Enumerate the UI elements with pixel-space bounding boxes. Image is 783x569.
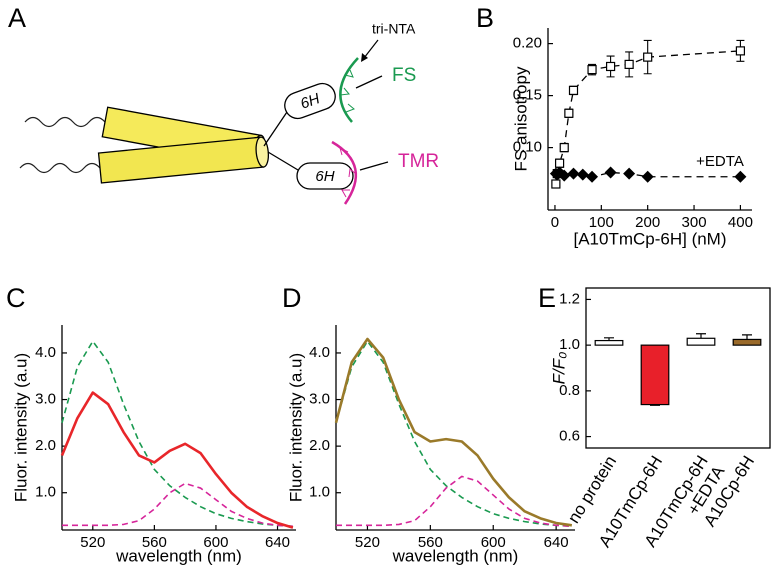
x-tick-label: 0 — [551, 214, 559, 231]
y-tick-label: 4.0 — [309, 344, 330, 361]
x-tick-label: 100 — [589, 214, 614, 231]
panel-letter: E — [538, 283, 556, 313]
x-tick-label: 520 — [355, 534, 380, 551]
fs-label: FS — [392, 65, 416, 86]
y-tick-label: 3.0 — [35, 391, 56, 408]
y-tick-label: 0.6 — [559, 428, 580, 445]
marker — [567, 167, 580, 180]
marker — [643, 52, 653, 62]
tmr-arc — [331, 140, 358, 205]
tag-label: 6H — [315, 168, 334, 185]
fs-arc — [339, 57, 359, 123]
error-bar — [650, 404, 660, 406]
panel-letter: A — [8, 3, 26, 33]
line-series — [61, 340, 293, 528]
y-axis-title: Fluor. intensity (a.u) — [286, 353, 305, 502]
y-tick-label: 0.20 — [513, 35, 542, 52]
marker — [641, 170, 654, 183]
y-tick-label: 2.0 — [309, 437, 330, 454]
y-axis-title: FS anisotropy — [511, 66, 530, 171]
line-series — [336, 475, 572, 528]
line-series — [62, 482, 293, 528]
nta-arrows — [339, 69, 355, 113]
bar — [732, 338, 762, 346]
stem — [355, 75, 383, 89]
x-tick-label: 600 — [481, 534, 506, 551]
marker — [551, 179, 561, 189]
tmr-label: TMR — [398, 151, 439, 172]
x-tick-label: 600 — [203, 534, 228, 551]
y-axis-title: Fluor. intensity (a.u) — [11, 353, 30, 502]
his-tag: 6H — [296, 162, 354, 190]
tri-nta-label: tri-NTA — [372, 21, 416, 37]
error-bar — [604, 337, 614, 341]
error-bar — [742, 334, 752, 340]
marker — [554, 158, 565, 168]
error-bar — [696, 333, 706, 339]
linker — [263, 111, 288, 147]
x-axis-title: wavelength (nm) — [115, 546, 242, 565]
y-tick-label: 0.15 — [513, 87, 542, 104]
y-tick-label: 1.0 — [309, 484, 330, 501]
y-tick-label: 1.2 — [559, 290, 580, 307]
nta-arrows — [339, 147, 357, 198]
x-tick-label: 400 — [728, 214, 753, 231]
marker — [558, 169, 571, 182]
x-tick-label: 640 — [544, 534, 569, 551]
x-tick-label: 560 — [418, 534, 443, 551]
x-tick-label: 640 — [265, 534, 290, 551]
linker — [24, 116, 106, 128]
panel-letter: D — [282, 283, 302, 313]
x-tick-label: 520 — [80, 534, 105, 551]
x-tick-label: 200 — [635, 214, 660, 231]
line-series — [60, 391, 294, 529]
x-tick-label: 300 — [682, 214, 707, 231]
marker — [587, 64, 597, 75]
arrow — [363, 39, 379, 59]
marker — [735, 46, 746, 56]
marker — [559, 143, 569, 153]
y-tick-label: 1.0 — [35, 484, 56, 501]
arrow-head — [361, 53, 368, 62]
y-axis-title: F/F₀ — [549, 352, 568, 385]
his-tag: 6H — [284, 82, 336, 120]
panel-letter: C — [6, 283, 26, 313]
marker — [576, 168, 589, 181]
y-tick-label: 1.0 — [559, 336, 580, 353]
bar — [594, 339, 624, 346]
marker — [624, 59, 634, 70]
linker — [19, 162, 101, 174]
annotation: +EDTA — [696, 153, 744, 170]
x-axis-title: [A10TmCp-6H] (nM) — [573, 229, 726, 248]
x-tick-label: 560 — [142, 534, 167, 551]
x-axis-title: wavelength (nm) — [392, 546, 519, 565]
marker — [734, 170, 747, 183]
marker — [605, 61, 616, 72]
line-series — [334, 337, 573, 527]
bar — [686, 337, 716, 346]
tag-capsule — [296, 162, 354, 190]
marker — [586, 170, 599, 183]
tag-label: 6H — [298, 90, 322, 113]
marker — [564, 108, 574, 118]
marker — [604, 166, 617, 179]
line-series — [335, 340, 572, 528]
stem — [359, 161, 389, 171]
bar — [640, 344, 670, 406]
y-tick-label: 2.0 — [35, 437, 56, 454]
tag-capsule — [284, 82, 336, 120]
y-tick-label: 4.0 — [35, 344, 56, 361]
marker — [623, 167, 636, 180]
marker — [568, 85, 579, 96]
panel-letter: B — [476, 3, 494, 33]
plot-frame — [585, 287, 771, 449]
y-tick-label: 0.8 — [559, 382, 580, 399]
y-tick-label: 3.0 — [309, 391, 330, 408]
linker — [267, 151, 299, 171]
y-tick-label: 0.10 — [513, 139, 542, 156]
